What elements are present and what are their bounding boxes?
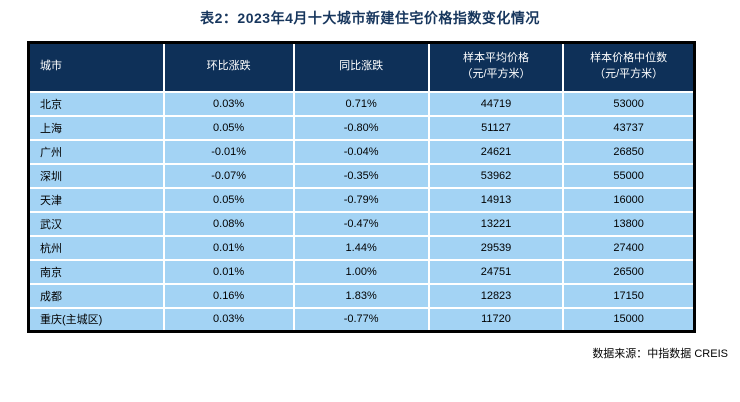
mom-cell: 0.05% [162, 114, 295, 141]
city-cell: 北京 [27, 90, 165, 117]
avg-price-cell: 11720 [427, 306, 565, 333]
avg-price-cell: 12823 [427, 282, 565, 309]
table-row: 广州 -0.01% -0.04% 24621 26850 [27, 138, 696, 165]
table-title: 表2：2023年4月十大城市新建住宅价格指数变化情况 [200, 10, 540, 26]
column-header-city: 城市 [27, 41, 165, 93]
column-header-label: 样本平均价格 [463, 52, 529, 65]
column-header-avg-price: 样本平均价格 （元/平方米） [427, 41, 565, 93]
column-header-median-price: 样本价格中位数 （元/平方米） [562, 41, 696, 93]
table-body: 北京 0.03% 0.71% 44719 53000 上海 0.05% -0.80% 51127… [27, 90, 696, 333]
city-cell: 天津 [27, 186, 165, 213]
column-header-label: 城市 [40, 60, 62, 73]
median-price-cell: 15000 [562, 306, 696, 333]
mom-cell: 0.05% [162, 186, 295, 213]
column-header-mom-change: 环比涨跌 [162, 41, 295, 93]
column-header-yoy-change: 同比涨跌 [292, 41, 430, 93]
city-cell: 重庆(主城区) [27, 306, 165, 333]
mom-cell: 0.03% [162, 306, 295, 333]
report-page: 表2：2023年4月十大城市新建住宅价格指数变化情况 城市 环比涨跌 同比涨跌 [27, 10, 728, 360]
table-header: 城市 环比涨跌 同比涨跌 样本平均价格 （元/平方米） 样本价格中位数 [27, 41, 696, 93]
city-cell: 南京 [27, 258, 165, 285]
median-price-cell: 53000 [562, 90, 696, 117]
median-price-cell: 43737 [562, 114, 696, 141]
table-row: 南京 0.01% 1.00% 24751 26500 [27, 258, 696, 285]
median-price-cell: 26850 [562, 138, 696, 165]
table-row: 上海 0.05% -0.80% 51127 43737 [27, 114, 696, 141]
table-row: 杭州 0.01% 1.44% 29539 27400 [27, 234, 696, 261]
yoy-cell: -0.47% [292, 210, 430, 237]
yoy-cell: -0.35% [292, 162, 430, 189]
column-header-unit: （元/平方米） [594, 68, 664, 81]
median-price-cell: 16000 [562, 186, 696, 213]
table-row: 成都 0.16% 1.83% 12823 17150 [27, 282, 696, 309]
median-price-cell: 27400 [562, 234, 696, 261]
mom-cell: -0.01% [162, 138, 295, 165]
city-cell: 深圳 [27, 162, 165, 189]
median-price-cell: 26500 [562, 258, 696, 285]
city-cell: 成都 [27, 282, 165, 309]
column-header-label: 同比涨跌 [339, 60, 384, 73]
avg-price-cell: 29539 [427, 234, 565, 261]
column-header-unit: （元/平方米） [461, 68, 531, 81]
median-price-cell: 17150 [562, 282, 696, 309]
column-header-label: 样本价格中位数 [590, 52, 668, 65]
table-row: 武汉 0.08% -0.47% 13221 13800 [27, 210, 696, 237]
yoy-cell: 1.83% [292, 282, 430, 309]
header-row: 城市 环比涨跌 同比涨跌 样本平均价格 （元/平方米） 样本价格中位数 [27, 41, 696, 93]
avg-price-cell: 24621 [427, 138, 565, 165]
column-header-label: 环比涨跌 [206, 60, 251, 73]
avg-price-cell: 44719 [427, 90, 565, 117]
mom-cell: 0.08% [162, 210, 295, 237]
price-index-table: 城市 环比涨跌 同比涨跌 样本平均价格 （元/平方米） 样本价格中位数 [27, 41, 696, 333]
table-row: 天津 0.05% -0.79% 14913 16000 [27, 186, 696, 213]
table-row: 重庆(主城区) 0.03% -0.77% 11720 15000 [27, 306, 696, 333]
mom-cell: 0.01% [162, 258, 295, 285]
yoy-cell: -0.80% [292, 114, 430, 141]
yoy-cell: -0.77% [292, 306, 430, 333]
avg-price-cell: 24751 [427, 258, 565, 285]
yoy-cell: 0.71% [292, 90, 430, 117]
yoy-cell: -0.79% [292, 186, 430, 213]
yoy-cell: 1.44% [292, 234, 430, 261]
mom-cell: -0.07% [162, 162, 295, 189]
mom-cell: 0.01% [162, 234, 295, 261]
city-cell: 杭州 [27, 234, 165, 261]
avg-price-cell: 53962 [427, 162, 565, 189]
mom-cell: 0.03% [162, 90, 295, 117]
mom-cell: 0.16% [162, 282, 295, 309]
median-price-cell: 13800 [562, 210, 696, 237]
data-source: 数据来源：中指数据 CREIS [592, 348, 728, 360]
table-row: 北京 0.03% 0.71% 44719 53000 [27, 90, 696, 117]
city-cell: 上海 [27, 114, 165, 141]
yoy-cell: 1.00% [292, 258, 430, 285]
city-cell: 武汉 [27, 210, 165, 237]
avg-price-cell: 51127 [427, 114, 565, 141]
table-row: 深圳 -0.07% -0.35% 53962 55000 [27, 162, 696, 189]
city-cell: 广州 [27, 138, 165, 165]
avg-price-cell: 13221 [427, 210, 565, 237]
median-price-cell: 55000 [562, 162, 696, 189]
yoy-cell: -0.04% [292, 138, 430, 165]
avg-price-cell: 14913 [427, 186, 565, 213]
